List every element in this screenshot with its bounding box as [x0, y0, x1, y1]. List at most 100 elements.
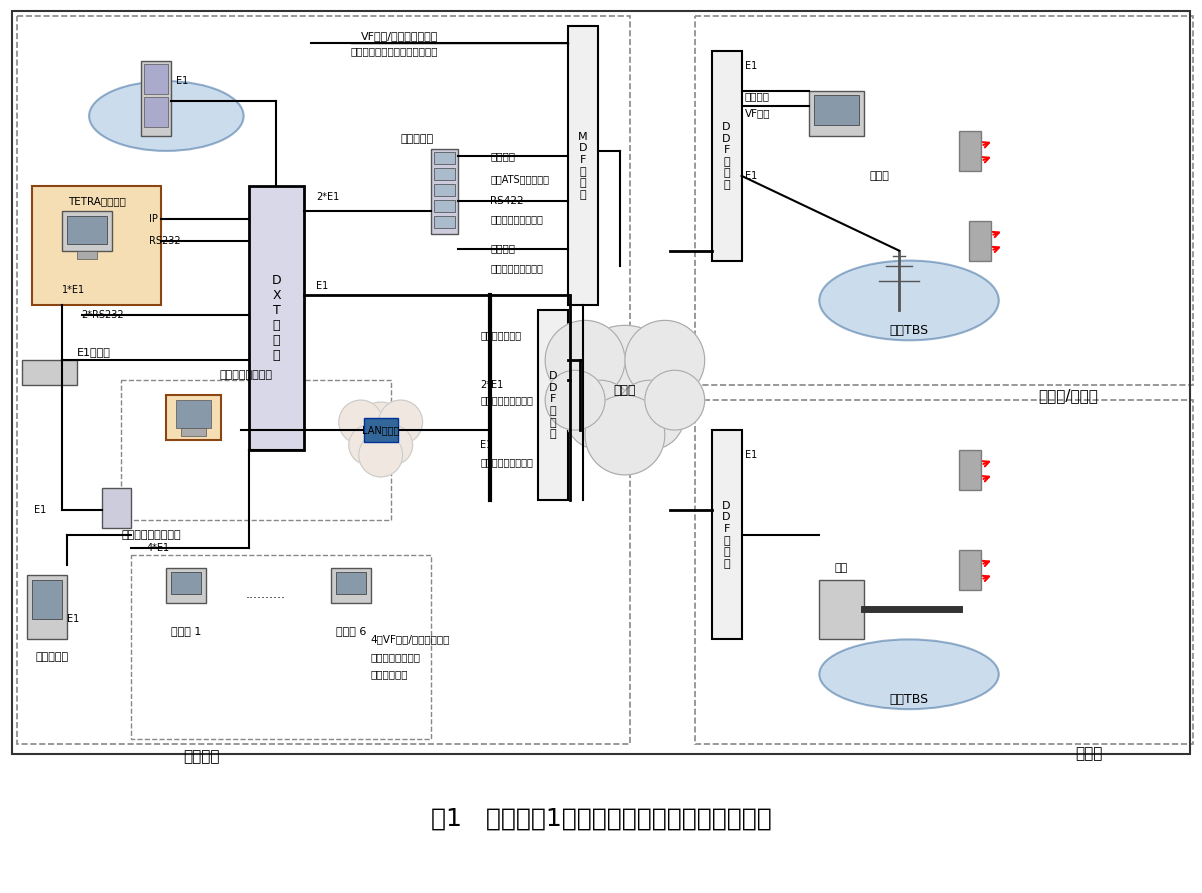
Text: E1: E1: [481, 440, 493, 450]
Text: E1: E1: [34, 505, 46, 514]
Text: 车辆段/停车场: 车辆段/停车场: [1039, 388, 1099, 403]
Bar: [538, 311, 569, 500]
Text: E1: E1: [177, 76, 189, 86]
Text: （与专用电话系统的录音接口）: （与专用电话系统的录音接口）: [351, 46, 439, 56]
Text: D
D
F
配
线
架: D D F 配 线 架: [549, 371, 558, 439]
Bar: [182, 428, 207, 436]
Bar: [101, 488, 131, 528]
Bar: [434, 152, 456, 164]
Bar: [712, 430, 742, 639]
Circle shape: [546, 321, 625, 400]
Bar: [161, 564, 212, 620]
Bar: [166, 396, 221, 440]
Bar: [430, 149, 458, 234]
Text: D
D
F
配
线
架: D D F 配 线 架: [722, 122, 731, 190]
Text: VF音频: VF音频: [744, 108, 770, 118]
Bar: [31, 580, 61, 620]
Text: E1复用器: E1复用器: [77, 347, 111, 357]
Text: （与时钟系统接口）: （与时钟系统接口）: [490, 213, 543, 224]
Text: 2*E1: 2*E1: [481, 380, 504, 390]
Text: 调度台: 调度台: [869, 171, 889, 181]
Text: VF音频/连接远端调度台: VF音频/连接远端调度台: [361, 31, 438, 41]
Bar: [695, 16, 1194, 385]
Bar: [820, 580, 864, 639]
Bar: [12, 12, 1190, 754]
Bar: [31, 186, 161, 305]
Text: 以太接口: 以太接口: [490, 151, 516, 161]
Bar: [814, 95, 859, 125]
Circle shape: [379, 400, 423, 444]
Text: ..........: ..........: [246, 588, 286, 601]
Text: 各车站: 各车站: [1075, 747, 1102, 762]
Bar: [131, 555, 430, 739]
Bar: [959, 131, 981, 171]
Text: E1: E1: [66, 614, 79, 624]
Text: 2*E1: 2*E1: [316, 192, 339, 202]
Bar: [172, 572, 201, 594]
Circle shape: [373, 425, 412, 465]
Text: 以太接口: 以太接口: [490, 244, 516, 254]
Bar: [144, 64, 168, 94]
Text: RS232: RS232: [149, 236, 182, 246]
Text: 鉴权服务器: 鉴权服务器: [35, 653, 69, 663]
Text: （与专用电话系统: （与专用电话系统: [370, 653, 421, 663]
Text: IP: IP: [149, 213, 159, 224]
Bar: [969, 221, 990, 261]
Ellipse shape: [820, 261, 999, 340]
Bar: [335, 572, 365, 594]
Bar: [166, 568, 207, 603]
Text: E1: E1: [316, 280, 328, 290]
Bar: [959, 450, 981, 490]
Text: E1: E1: [744, 171, 757, 181]
Text: 4*E1: 4*E1: [147, 543, 169, 553]
Bar: [121, 380, 391, 520]
Bar: [142, 62, 172, 136]
Text: 调度台 6: 调度台 6: [335, 626, 365, 637]
Circle shape: [644, 371, 704, 430]
Text: TETRA网管系统: TETRA网管系统: [67, 196, 125, 205]
Text: 二次开发网管终端: 二次开发网管终端: [220, 371, 273, 380]
Text: 调度服务器: 调度服务器: [400, 134, 434, 144]
Text: 传输网: 传输网: [614, 384, 636, 396]
Text: 调度台 1: 调度台 1: [171, 626, 202, 637]
Bar: [434, 184, 456, 196]
Circle shape: [546, 371, 605, 430]
Text: （连接远端调度台）: （连接远端调度台）: [481, 457, 534, 467]
Text: D
D
F
配
线
架: D D F 配 线 架: [722, 501, 731, 569]
Bar: [364, 418, 398, 442]
Bar: [695, 400, 1194, 744]
Text: M
D
F
配
线
架: M D F 配 线 架: [578, 132, 588, 200]
Bar: [66, 216, 107, 244]
Bar: [26, 574, 66, 639]
Bar: [434, 200, 456, 212]
Ellipse shape: [89, 81, 244, 151]
Bar: [61, 211, 112, 251]
Text: 2*RS232: 2*RS232: [82, 311, 124, 321]
Circle shape: [565, 380, 635, 450]
Bar: [959, 550, 981, 589]
Text: 基站TBS: 基站TBS: [889, 693, 929, 705]
Bar: [17, 16, 630, 744]
Bar: [144, 97, 168, 127]
Circle shape: [625, 321, 704, 400]
Circle shape: [570, 325, 680, 435]
Text: 漏缆: 漏缆: [834, 563, 847, 572]
Bar: [19, 564, 119, 694]
Text: （与公务电话接口）: （与公务电话接口）: [481, 395, 534, 405]
Bar: [326, 564, 376, 620]
Bar: [809, 91, 864, 136]
Text: RS422: RS422: [490, 196, 524, 205]
Text: 以太接口: 以太接口: [744, 91, 769, 101]
Text: （连接各基站）: （连接各基站）: [481, 330, 522, 340]
Circle shape: [349, 425, 388, 465]
Bar: [77, 251, 96, 259]
Bar: [22, 360, 77, 385]
Text: （连接远端调度台）: （连接远端调度台）: [490, 263, 543, 273]
Text: LAN交换机: LAN交换机: [362, 425, 399, 435]
Circle shape: [352, 402, 409, 458]
Text: （与ATS系统接口）: （与ATS系统接口）: [490, 174, 549, 184]
Bar: [434, 216, 456, 228]
Text: 1*E1: 1*E1: [61, 286, 85, 296]
Bar: [434, 168, 456, 179]
Bar: [249, 186, 304, 450]
